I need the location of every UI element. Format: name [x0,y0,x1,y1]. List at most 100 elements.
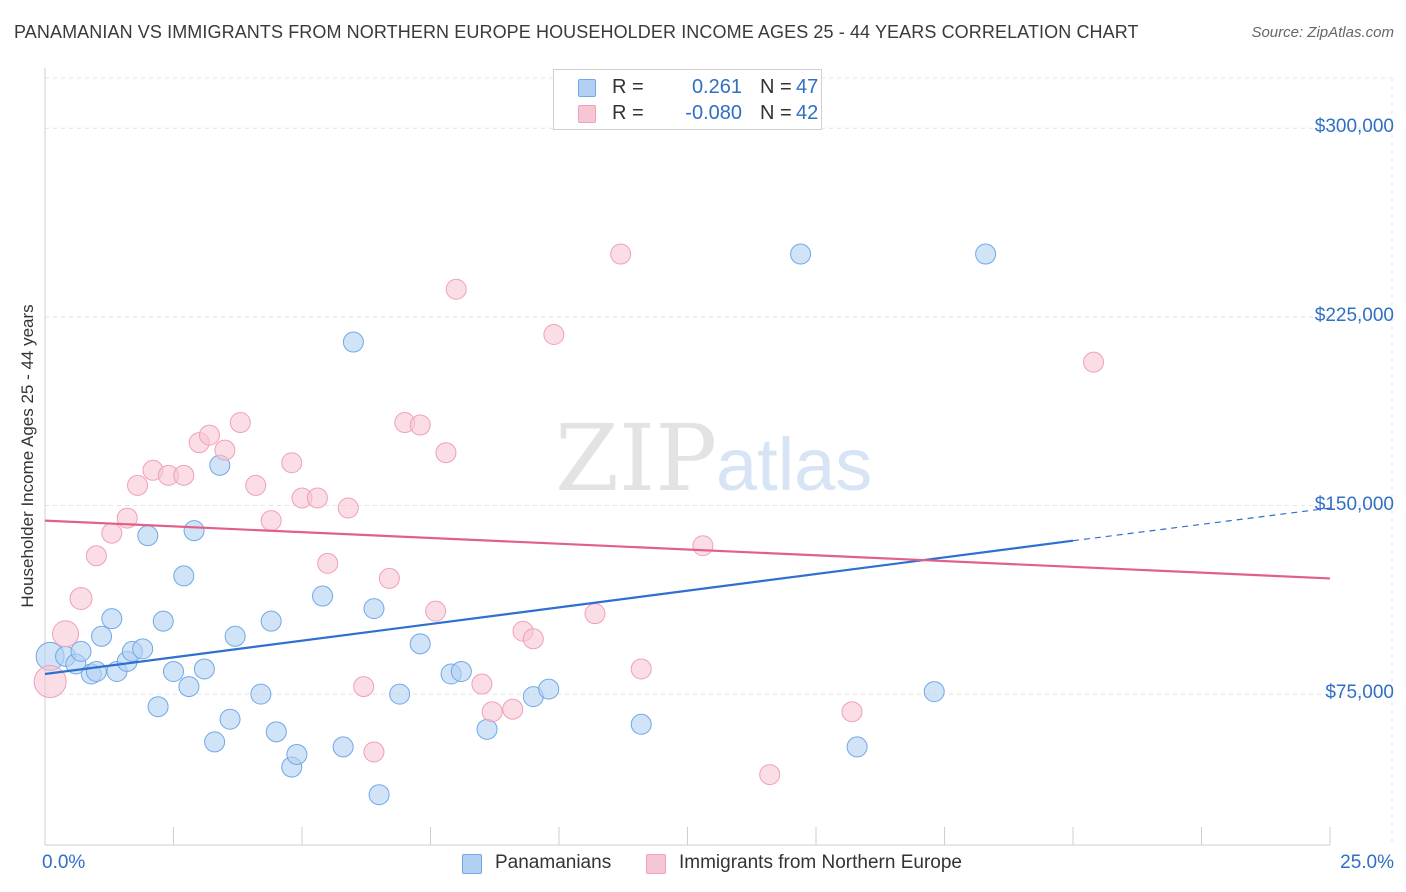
data-point [363,598,385,620]
data-point [846,736,868,758]
data-point [198,424,220,446]
data-point [522,628,544,650]
data-point [173,464,195,486]
data-point [353,676,375,698]
data-point [368,784,390,806]
data-point [471,673,493,695]
stats-r-label: R = [612,76,644,98]
data-point [127,474,149,496]
data-point [425,600,447,622]
data-point [342,331,364,353]
data-point [286,743,308,765]
source-credit: Source: ZipAtlas.com [1251,24,1394,41]
watermark: ZIP atlas [555,405,872,512]
data-point [841,701,863,723]
data-point [409,414,431,436]
data-point [245,474,267,496]
watermark-zip: ZIP [555,405,717,512]
stats-legend: R = 0.261 N = 47 R = -0.080 N = 42 [553,69,822,130]
data-point [183,520,205,542]
data-point [481,701,503,723]
watermark-atlas: atlas [716,423,872,506]
data-point [33,665,67,699]
data-point [543,324,565,346]
trend-line-panamanians [44,539,1074,676]
data-point [229,412,251,434]
stats-r-value: -0.080 [685,102,742,124]
data-point [584,603,606,625]
data-point [132,638,154,660]
data-point [409,633,431,655]
data-point [1083,351,1105,373]
data-point [317,552,339,574]
data-point [70,640,92,662]
y-axis-label: Householder Income Ages 25 - 44 years [18,304,37,608]
stats-swatch-panamanians [578,79,596,97]
data-point [152,610,174,632]
data-point [538,678,560,700]
data-point [476,718,498,740]
data-point [173,565,195,587]
data-point [137,525,159,547]
data-point [445,278,467,300]
data-point [378,567,400,589]
data-point [975,243,997,265]
data-point [85,660,107,682]
data-point [224,625,246,647]
data-point [281,452,303,474]
data-point [306,487,328,509]
data-point [610,243,632,265]
data-point [312,585,334,607]
y-tick-label: $75,000 [1325,682,1394,704]
data-point [163,660,184,682]
data-point [337,497,359,519]
data-point [147,696,169,718]
data-point [759,764,781,786]
stats-r-label: R = [612,102,644,124]
data-point [435,442,457,464]
series-legend: Panamanians Immigrants from Northern Eur… [0,852,1406,876]
stats-n-label: N = [760,102,792,124]
x-tick-label-min: 0.0% [42,852,86,873]
data-point [692,535,714,557]
y-tick-label: $150,000 [1314,493,1394,515]
y-tick-label: $225,000 [1314,304,1394,326]
stats-n-value: 42 [796,102,819,124]
data-point [332,736,354,758]
data-point [52,620,80,648]
data-point [204,731,226,753]
data-point [502,698,524,720]
axes [44,68,1331,846]
data-point [790,243,812,265]
series-northern-europe-points [33,243,1105,786]
data-point [85,545,107,567]
y-tick-label: $300,000 [1314,116,1394,138]
data-point [923,681,945,703]
data-point [630,713,652,735]
data-point [450,660,472,682]
x-tick-label-max: 25.0% [1340,852,1394,873]
trend-line-extension [1072,507,1331,542]
stats-swatch-northern-europe [578,105,596,123]
data-point [260,610,282,632]
trend-line-northern-europe [44,519,1331,580]
data-point [101,608,123,630]
legend-label-northern-europe: Immigrants from Northern Europe [679,852,962,873]
data-point [260,510,282,532]
data-point [193,658,215,680]
data-point [250,683,272,705]
data-point [219,708,241,730]
legend-swatch-northern-europe [646,854,666,874]
data-point [265,721,287,743]
trend-lines [44,507,1331,676]
stats-n-value: 47 [796,76,819,98]
legend-label-panamanians: Panamanians [495,852,612,873]
data-point [214,439,236,461]
data-point [69,587,93,611]
data-point [101,522,123,544]
data-point [363,741,385,763]
data-point [389,683,411,705]
data-point [91,625,113,647]
data-point [630,658,652,680]
